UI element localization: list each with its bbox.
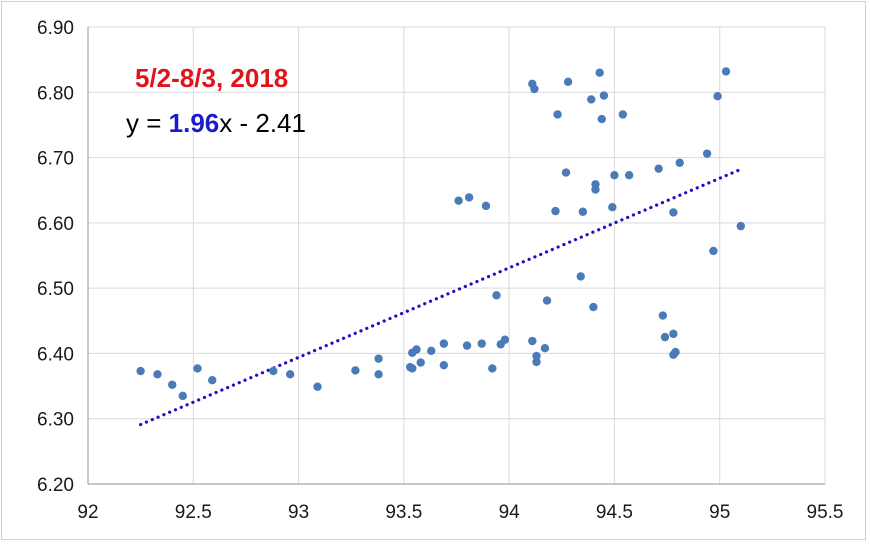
data-point (576, 272, 585, 281)
data-point (542, 296, 552, 305)
data-point (553, 110, 562, 119)
data-point (178, 391, 187, 401)
trendline (139, 167, 743, 427)
data-point (168, 380, 177, 389)
chart-title: 5/2-8/3, 2018 (135, 63, 288, 93)
y-tick-label: 6.40 (37, 344, 74, 365)
data-point (608, 202, 617, 212)
data-point (709, 246, 718, 256)
data-point (351, 366, 360, 375)
data-point (439, 339, 449, 348)
axes (87, 27, 825, 485)
data-point (528, 336, 537, 346)
y-tick-label: 6.80 (37, 83, 74, 104)
equation-prefix: y = (126, 108, 169, 138)
data-point (587, 95, 596, 104)
data-point (618, 110, 628, 119)
data-point (658, 311, 668, 320)
x-tick-label: 93 (288, 502, 309, 523)
data-point (578, 207, 588, 216)
data-point (671, 347, 680, 357)
data-point (481, 201, 491, 211)
data-point (669, 329, 678, 339)
data-point (208, 375, 217, 385)
data-point (427, 346, 436, 356)
data-point (561, 168, 571, 177)
data-point (313, 382, 322, 391)
y-tick-label: 6.60 (37, 214, 74, 235)
data-point (439, 360, 449, 370)
data-point (660, 332, 670, 342)
data-point (599, 91, 609, 100)
data-point (408, 364, 417, 373)
data-points (136, 67, 745, 401)
data-point (532, 351, 541, 361)
trendline-group (139, 167, 743, 427)
data-point (464, 193, 474, 202)
data-point (374, 370, 383, 379)
data-point (477, 339, 486, 348)
x-tick-label: 92.5 (175, 502, 212, 523)
regression-equation: y = 1.96x - 2.41 (126, 108, 306, 138)
data-point (654, 164, 663, 173)
data-point (736, 221, 745, 231)
y-tick-label: 6.70 (37, 149, 74, 170)
y-tick-label: 6.20 (37, 475, 74, 496)
data-point (532, 357, 541, 367)
x-tick-label: 93.5 (385, 502, 422, 523)
data-point (416, 358, 425, 367)
data-point (551, 206, 560, 216)
x-tick-label: 94 (499, 502, 521, 523)
data-point (675, 158, 684, 167)
data-point (454, 196, 463, 205)
data-point (500, 335, 510, 344)
data-point (193, 364, 202, 373)
data-point (713, 92, 722, 101)
data-point (136, 366, 145, 376)
data-point (624, 170, 634, 180)
x-tick-label: 95 (709, 502, 730, 523)
x-tick-label: 92 (77, 502, 98, 523)
x-tick-label: 95.5 (807, 502, 844, 523)
x-tick-labels: 92 92.5 93 93.5 94 94.5 95 95.5 (77, 502, 843, 523)
data-point (702, 149, 712, 158)
y-tick-label: 6.50 (37, 279, 74, 300)
data-point (591, 185, 600, 194)
data-point (462, 341, 472, 350)
data-point (412, 345, 421, 354)
equation-slope: 1.96 (169, 108, 220, 138)
y-tick-label: 6.90 (37, 18, 74, 39)
data-point (285, 370, 295, 379)
data-point (595, 68, 604, 77)
data-point (488, 364, 497, 373)
data-point (374, 354, 383, 363)
data-point (610, 170, 619, 180)
y-tick-label: 6.30 (37, 410, 74, 431)
data-point (530, 84, 539, 94)
data-point (669, 208, 678, 217)
data-point (563, 77, 573, 87)
data-point (269, 366, 278, 376)
gridlines (88, 26, 826, 484)
x-tick-label: 94.5 (596, 502, 633, 523)
data-point (540, 344, 550, 353)
data-point (492, 291, 501, 300)
y-tick-labels: 6.20 6.30 6.40 6.50 6.60 6.70 6.80 6.90 (37, 18, 74, 496)
data-point (597, 114, 606, 124)
equation-suffix: x - 2.41 (219, 108, 306, 138)
data-point (589, 302, 598, 312)
data-point (153, 370, 162, 379)
data-point (721, 67, 731, 76)
